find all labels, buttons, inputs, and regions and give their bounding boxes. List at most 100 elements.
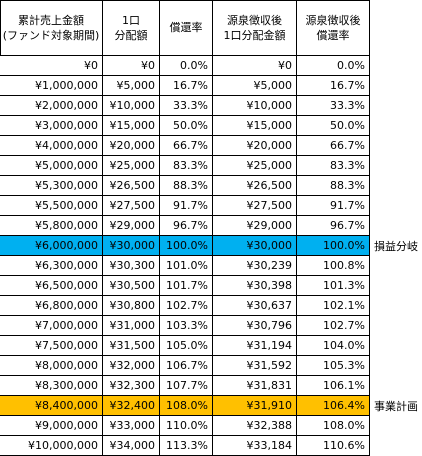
table-cell: 0.0%	[297, 56, 370, 76]
table-cell: 50.0%	[160, 116, 213, 136]
table-cell: 102.7%	[297, 316, 370, 336]
table-cell: 96.7%	[160, 216, 213, 236]
table-cell: ¥30,239	[213, 256, 297, 276]
table-cell: ¥6,800,000	[0, 296, 103, 316]
table-cell: 113.3%	[160, 436, 213, 456]
header-text: 1口	[122, 13, 140, 27]
table-cell: ¥30,800	[103, 296, 160, 316]
header-text: 源泉徴収後	[227, 13, 282, 27]
table-cell: 103.3%	[160, 316, 213, 336]
table-cell: 66.7%	[297, 136, 370, 156]
table-cell: 107.7%	[160, 376, 213, 396]
table-cell: ¥30,398	[213, 276, 297, 296]
header-text: 1口分配金額	[223, 28, 286, 42]
table-cell: ¥31,000	[103, 316, 160, 336]
table-cell: ¥31,910	[213, 396, 297, 416]
table-cell: ¥5,800,000	[0, 216, 103, 236]
table-cell: ¥8,000,000	[0, 356, 103, 376]
table-cell: 106.7%	[160, 356, 213, 376]
table-cell: 88.3%	[160, 176, 213, 196]
table-cell: ¥30,000	[213, 236, 297, 256]
table-cell: ¥10,000	[103, 96, 160, 116]
row-note: 損益分岐	[374, 240, 418, 253]
table-cell: ¥9,000,000	[0, 416, 103, 436]
header-text: 償還率	[169, 21, 203, 34]
table-cell: 101.7%	[160, 276, 213, 296]
table-cell: ¥5,000	[213, 76, 297, 96]
table-cell: ¥32,000	[103, 356, 160, 376]
table-cell: ¥29,000	[103, 216, 160, 236]
table-cell: 110.6%	[297, 436, 370, 456]
table-cell: 88.3%	[297, 176, 370, 196]
table-cell: ¥30,637	[213, 296, 297, 316]
table-cell: ¥31,831	[213, 376, 297, 396]
header-cell: 源泉徴収後 1口分配金額	[213, 0, 297, 56]
table-cell: ¥31,592	[213, 356, 297, 376]
table-cell: ¥15,000	[213, 116, 297, 136]
table-cell: ¥1,000,000	[0, 76, 103, 96]
table-cell: ¥5,300,000	[0, 176, 103, 196]
table-cell: 110.0%	[160, 416, 213, 436]
table-cell: 83.3%	[297, 156, 370, 176]
table-cell: 108.0%	[160, 396, 213, 416]
table-cell: 33.3%	[297, 96, 370, 116]
table-cell: ¥26,500	[103, 176, 160, 196]
header-cell: 累計売上金額 (ファンド対象期間)	[0, 0, 103, 56]
table-cell: ¥5,500,000	[0, 196, 103, 216]
header-cell: 源泉徴収後 償還率	[297, 0, 370, 56]
table-cell: 16.7%	[297, 76, 370, 96]
table-cell: ¥33,184	[213, 436, 297, 456]
table-cell: ¥20,000	[103, 136, 160, 156]
table-cell: ¥6,500,000	[0, 276, 103, 296]
header-text: 累計売上金額	[18, 13, 84, 27]
header-text: 償還率	[316, 28, 350, 42]
table-cell: ¥3,000,000	[0, 116, 103, 136]
table-cell: ¥7,000,000	[0, 316, 103, 336]
table-cell: 101.0%	[160, 256, 213, 276]
header-cell: 1口 分配額	[103, 0, 160, 56]
row-note: 事業計画	[374, 400, 418, 413]
table-cell: 108.0%	[297, 416, 370, 436]
table-cell: ¥27,500	[213, 196, 297, 216]
table-cell: ¥26,500	[213, 176, 297, 196]
table-cell: 0.0%	[160, 56, 213, 76]
table-cell: ¥33,000	[103, 416, 160, 436]
table-cell: ¥30,796	[213, 316, 297, 336]
table-cell: ¥5,000	[103, 76, 160, 96]
table-cell: ¥34,000	[103, 436, 160, 456]
table-cell: ¥32,388	[213, 416, 297, 436]
table-cell: 106.1%	[297, 376, 370, 396]
table-cell: ¥15,000	[103, 116, 160, 136]
table-cell: 104.0%	[297, 336, 370, 356]
header-text: 分配額	[114, 28, 148, 42]
table-cell: ¥27,500	[103, 196, 160, 216]
table-cell: ¥25,000	[213, 156, 297, 176]
table-cell: ¥2,000,000	[0, 96, 103, 116]
table-cell: 91.7%	[297, 196, 370, 216]
table-cell: ¥5,000,000	[0, 156, 103, 176]
table-cell: ¥0	[103, 56, 160, 76]
table-cell: ¥6,300,000	[0, 256, 103, 276]
table-cell: 83.3%	[160, 156, 213, 176]
header-cell: 償還率	[160, 0, 213, 56]
table-cell: ¥4,000,000	[0, 136, 103, 156]
table-cell: 102.1%	[297, 296, 370, 316]
table-cell: 105.0%	[160, 336, 213, 356]
table-cell: ¥7,500,000	[0, 336, 103, 356]
table-cell: 100.0%	[160, 236, 213, 256]
table-cell: 105.3%	[297, 356, 370, 376]
table-cell: 100.0%	[297, 236, 370, 256]
table-cell: 16.7%	[160, 76, 213, 96]
table-cell: ¥6,000,000	[0, 236, 103, 256]
table-cell: ¥8,300,000	[0, 376, 103, 396]
table-cell: ¥0	[0, 56, 103, 76]
table-cell: 66.7%	[160, 136, 213, 156]
table-cell: ¥20,000	[213, 136, 297, 156]
table-cell: ¥29,000	[213, 216, 297, 236]
table-cell: 50.0%	[297, 116, 370, 136]
table-cell: ¥32,300	[103, 376, 160, 396]
table-cell: ¥10,000,000	[0, 436, 103, 456]
table-cell: ¥31,194	[213, 336, 297, 356]
table-cell: ¥8,400,000	[0, 396, 103, 416]
